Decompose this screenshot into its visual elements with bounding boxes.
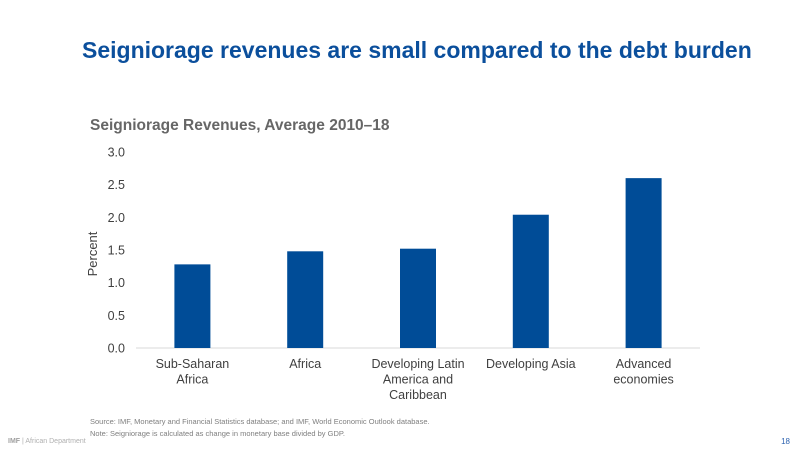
x-tick-label-line: Developing Asia	[486, 357, 576, 371]
footer-organization: IMF | African Department	[8, 438, 86, 445]
x-tick-label-line: Africa	[176, 373, 208, 387]
bar-chart: 0.0 0.5 1.0 1.5 2.0 2.5 3.0 Percent Sub-Sahara…	[85, 146, 700, 402]
bar	[174, 264, 211, 348]
slide-title: Seigniorage revenues are small compared …	[82, 37, 752, 63]
method-note: Note: Seigniorage is calculated as chang…	[90, 429, 346, 438]
x-tick-label-line: Africa	[289, 357, 321, 371]
bar	[512, 214, 549, 348]
x-tick-label: Advanced economies	[613, 357, 673, 387]
y-tick-label: 2.0	[108, 211, 125, 225]
x-tick-label-line: Developing Latin	[371, 357, 464, 371]
y-tick-label: 1.0	[108, 276, 125, 290]
y-tick-label: 1.5	[108, 244, 125, 258]
y-axis-label: Percent	[85, 231, 100, 276]
x-tick-label: Africa	[289, 357, 321, 371]
x-tick-label-line: Sub-Saharan	[156, 357, 230, 371]
y-tick-label: 3.0	[108, 146, 125, 160]
source-note: Source: IMF, Monetary and Financial Stat…	[90, 417, 430, 426]
x-tick-label-line: Advanced	[616, 357, 672, 371]
page-number: 18	[781, 437, 790, 446]
bar	[400, 248, 436, 348]
bar	[625, 178, 662, 348]
x-tick-label-line: Caribbean	[389, 388, 447, 402]
chart-title: Seigniorage Revenues, Average 2010–18	[90, 117, 390, 134]
x-tick-label-line: America and	[383, 373, 453, 387]
x-axis-tick-labels: Sub-Saharan Africa Africa Developing Latin A…	[156, 357, 674, 402]
y-axis-tick-labels: 0.0 0.5 1.0 1.5 2.0 2.5 3.0	[108, 146, 125, 356]
y-tick-label: 0.5	[108, 309, 125, 323]
bar	[287, 251, 324, 348]
org-name: IMF	[8, 438, 21, 445]
x-tick-label-line: economies	[613, 373, 673, 387]
y-tick-label: 2.5	[108, 178, 125, 192]
bars	[174, 178, 662, 348]
x-tick-label: Sub-Saharan Africa	[156, 357, 230, 387]
x-tick-label: Developing Asia	[486, 357, 576, 371]
x-tick-label: Developing Latin America and Caribbean	[371, 357, 464, 402]
department-name: | African Department	[20, 438, 86, 445]
y-tick-label: 0.0	[108, 342, 125, 356]
